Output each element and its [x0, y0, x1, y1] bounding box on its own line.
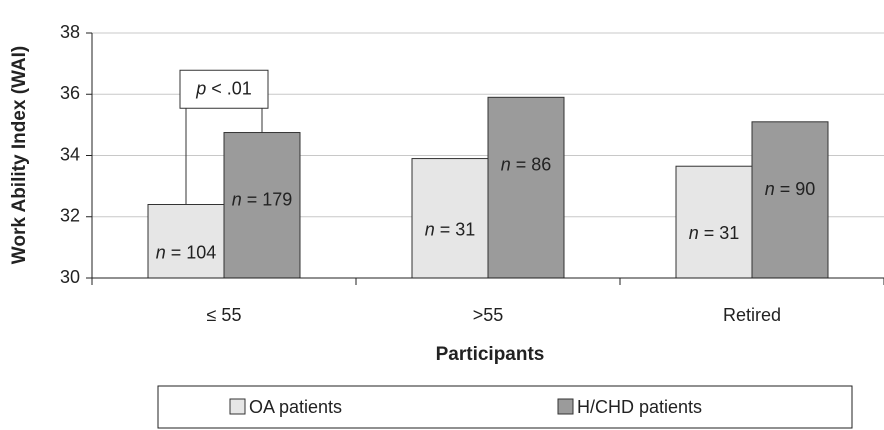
- x-tick-label: Retired: [723, 305, 781, 325]
- legend-label: H/CHD patients: [577, 397, 702, 417]
- n-label: n = 90: [765, 179, 816, 199]
- bar: [223, 132, 301, 279]
- bar: [147, 204, 225, 279]
- n-label: n = 179: [232, 189, 293, 209]
- legend-label: OA patients: [249, 397, 342, 417]
- n-label: n = 31: [689, 223, 740, 243]
- annotation: p < .01: [195, 78, 252, 98]
- x-axis-label: Participants: [436, 344, 545, 365]
- legend-swatch: [557, 398, 574, 415]
- y-tick-label: 36: [60, 83, 80, 103]
- y-tick-label: 30: [60, 267, 80, 287]
- y-tick-label: 34: [60, 144, 80, 164]
- x-tick-label: ≤ 55: [207, 305, 242, 325]
- bar: [487, 96, 565, 279]
- n-label: n = 31: [425, 219, 476, 239]
- y-tick-label: 38: [60, 22, 80, 42]
- n-label: n = 104: [156, 242, 217, 262]
- legend-swatch: [229, 398, 246, 415]
- y-tick-label: 32: [60, 206, 80, 226]
- annotation-box: [179, 69, 269, 109]
- n-label: n = 86: [501, 154, 552, 174]
- bar: [411, 158, 489, 279]
- bar: [751, 121, 829, 279]
- x-tick-label: >55: [473, 305, 504, 325]
- y-axis-label: Work Ability Index (WAI): [9, 46, 30, 265]
- legend-box: [157, 385, 853, 429]
